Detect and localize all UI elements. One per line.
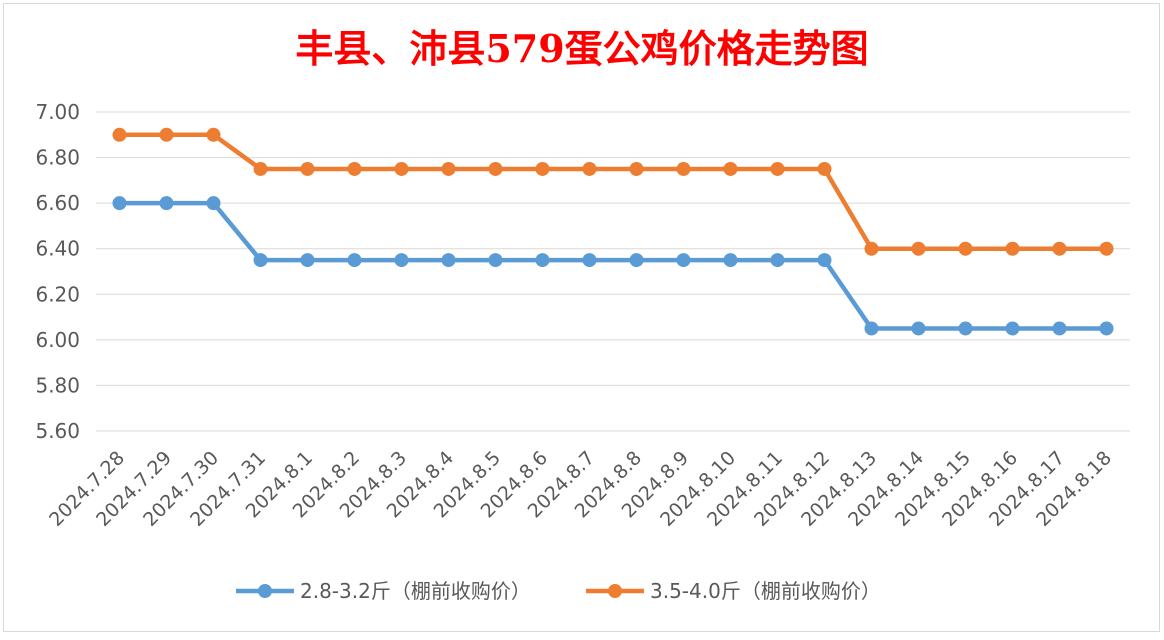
data-point (629, 253, 644, 268)
chart-title: 丰县、沛县579蛋公鸡价格走势图 (295, 26, 868, 71)
data-point (300, 253, 315, 268)
data-point (817, 161, 832, 176)
data-point (159, 127, 174, 142)
data-point (723, 253, 738, 268)
y-tick-label: 6.80 (35, 146, 80, 170)
legend-label: 2.8-3.2斤（棚前收购价） (300, 579, 531, 603)
series-line (119, 200, 1107, 331)
data-point (864, 321, 879, 336)
series-2 (112, 127, 1114, 256)
data-point (159, 196, 174, 211)
data-point (676, 161, 691, 176)
y-tick-label: 6.40 (35, 237, 80, 261)
series-line (119, 132, 1107, 251)
data-point (112, 127, 127, 142)
data-point (770, 161, 785, 176)
data-point (723, 161, 738, 176)
data-point (1005, 321, 1020, 336)
data-point (535, 253, 550, 268)
data-point (488, 161, 503, 176)
data-point (629, 161, 644, 176)
y-tick-label: 5.80 (35, 373, 80, 397)
data-point (441, 161, 456, 176)
data-point (206, 196, 221, 211)
chart-border (3, 3, 1160, 632)
y-tick-label: 6.00 (35, 328, 80, 352)
data-point (958, 241, 973, 256)
data-point (817, 253, 832, 268)
data-point (300, 161, 315, 176)
data-point (535, 161, 550, 176)
data-point (911, 241, 926, 256)
data-point (488, 253, 503, 268)
data-point (1005, 241, 1020, 256)
series-1 (112, 196, 1114, 336)
data-point (1052, 241, 1067, 256)
y-axis-tick-labels: 7.00 6.80 6.60 6.40 6.20 6.00 5.80 5.60 (35, 100, 80, 443)
data-point (394, 253, 409, 268)
series-layer (112, 127, 1114, 336)
y-tick-label: 7.00 (35, 100, 80, 124)
data-point (394, 161, 409, 176)
data-point (112, 196, 127, 211)
data-point (441, 253, 456, 268)
data-point (770, 253, 785, 268)
legend-label: 3.5-4.0斤（棚前收购价） (650, 579, 881, 603)
legend-item-1: 2.8-3.2斤（棚前收购价） (236, 579, 531, 603)
data-point (347, 161, 362, 176)
data-point (1052, 321, 1067, 336)
legend: 2.8-3.2斤（棚前收购价） 3.5-4.0斤（棚前收购价） (236, 579, 881, 603)
legend-item-2: 3.5-4.0斤（棚前收购价） (586, 579, 881, 603)
data-point (253, 253, 268, 268)
data-point (582, 161, 597, 176)
legend-dot-marker (608, 584, 622, 598)
data-point (582, 253, 597, 268)
data-point (864, 241, 879, 256)
data-point (206, 127, 221, 142)
y-tick-label: 6.20 (35, 282, 80, 306)
data-point (958, 321, 973, 336)
data-point (1099, 321, 1114, 336)
data-point (911, 321, 926, 336)
data-point (347, 253, 362, 268)
data-point (1099, 241, 1114, 256)
data-point (253, 161, 268, 176)
gridlines (96, 111, 1130, 432)
legend-dot-marker (258, 584, 272, 598)
y-tick-label: 6.60 (35, 191, 80, 215)
y-tick-label: 5.60 (35, 419, 80, 443)
data-point (676, 253, 691, 268)
